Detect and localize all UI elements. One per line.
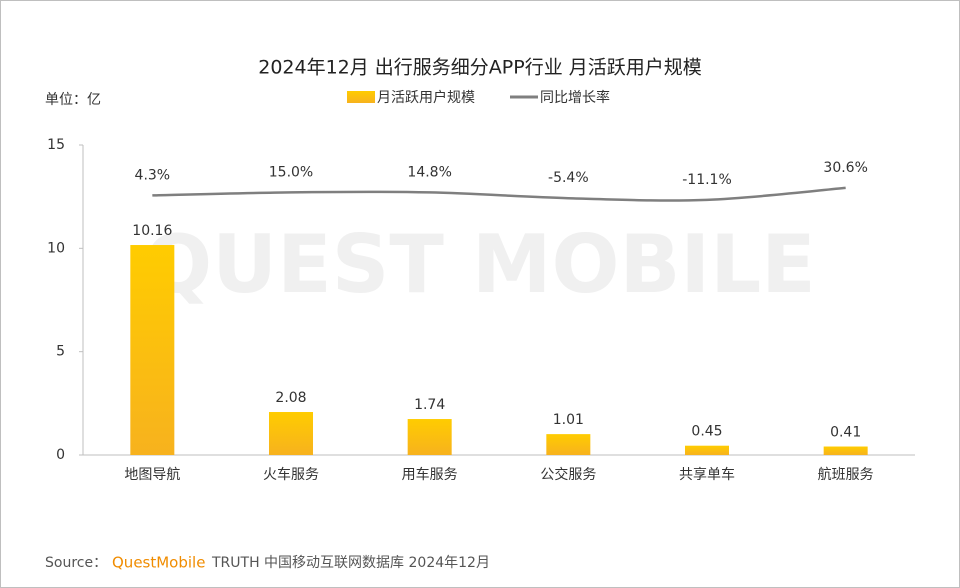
chart-title: 2024年12月 出行服务细分APP行业 月活跃用户规模: [258, 57, 702, 79]
bar: [546, 434, 591, 455]
y-tick-label: 0: [56, 447, 65, 463]
x-tick-label: 航班服务: [818, 467, 874, 483]
x-tick-label: 用车服务: [402, 466, 458, 483]
bar-value-label: 1.01: [553, 412, 584, 428]
y-tick-label: 15: [47, 137, 65, 153]
line-value-label: 4.3%: [135, 167, 171, 183]
x-tick-label: 地图导航: [124, 467, 180, 483]
legend-swatch: [347, 91, 375, 103]
x-tick-label: 公交服务: [540, 466, 596, 483]
bar: [130, 245, 175, 455]
source-brand: QuestMobile: [112, 554, 205, 572]
source-prefix: Source：: [45, 555, 107, 571]
line-value-label: 30.6%: [823, 160, 867, 176]
x-tick-label: 火车服务: [263, 466, 319, 483]
legend-label: 同比增长率: [540, 89, 610, 106]
line-value-label: 15.0%: [269, 164, 313, 180]
y-tick-label: 5: [56, 344, 65, 360]
bar: [685, 445, 729, 455]
source-text: TRUTH 中国移动互联网数据库 2024年12月: [211, 555, 490, 571]
bar: [407, 419, 452, 455]
line-value-label: -11.1%: [682, 172, 732, 188]
line-value-label: 14.8%: [407, 164, 451, 180]
x-tick-label: 共享单车: [679, 466, 735, 483]
watermark: QUEST MOBILE: [144, 218, 816, 311]
bar: [269, 412, 313, 455]
legend-label: 月活跃用户规模: [377, 89, 475, 106]
growth-line: [152, 186, 846, 202]
y-axis-label: 单位：亿: [45, 92, 101, 108]
line-value-label: -5.4%: [548, 170, 589, 186]
bar-value-label: 0.41: [830, 425, 861, 441]
bar-value-label: 2.08: [275, 390, 306, 406]
bar: [823, 446, 868, 455]
y-tick-label: 10: [47, 240, 65, 256]
bar-value-label: 1.74: [414, 397, 445, 413]
bar-value-label: 10.16: [132, 223, 172, 239]
bar-value-label: 0.45: [691, 424, 722, 440]
